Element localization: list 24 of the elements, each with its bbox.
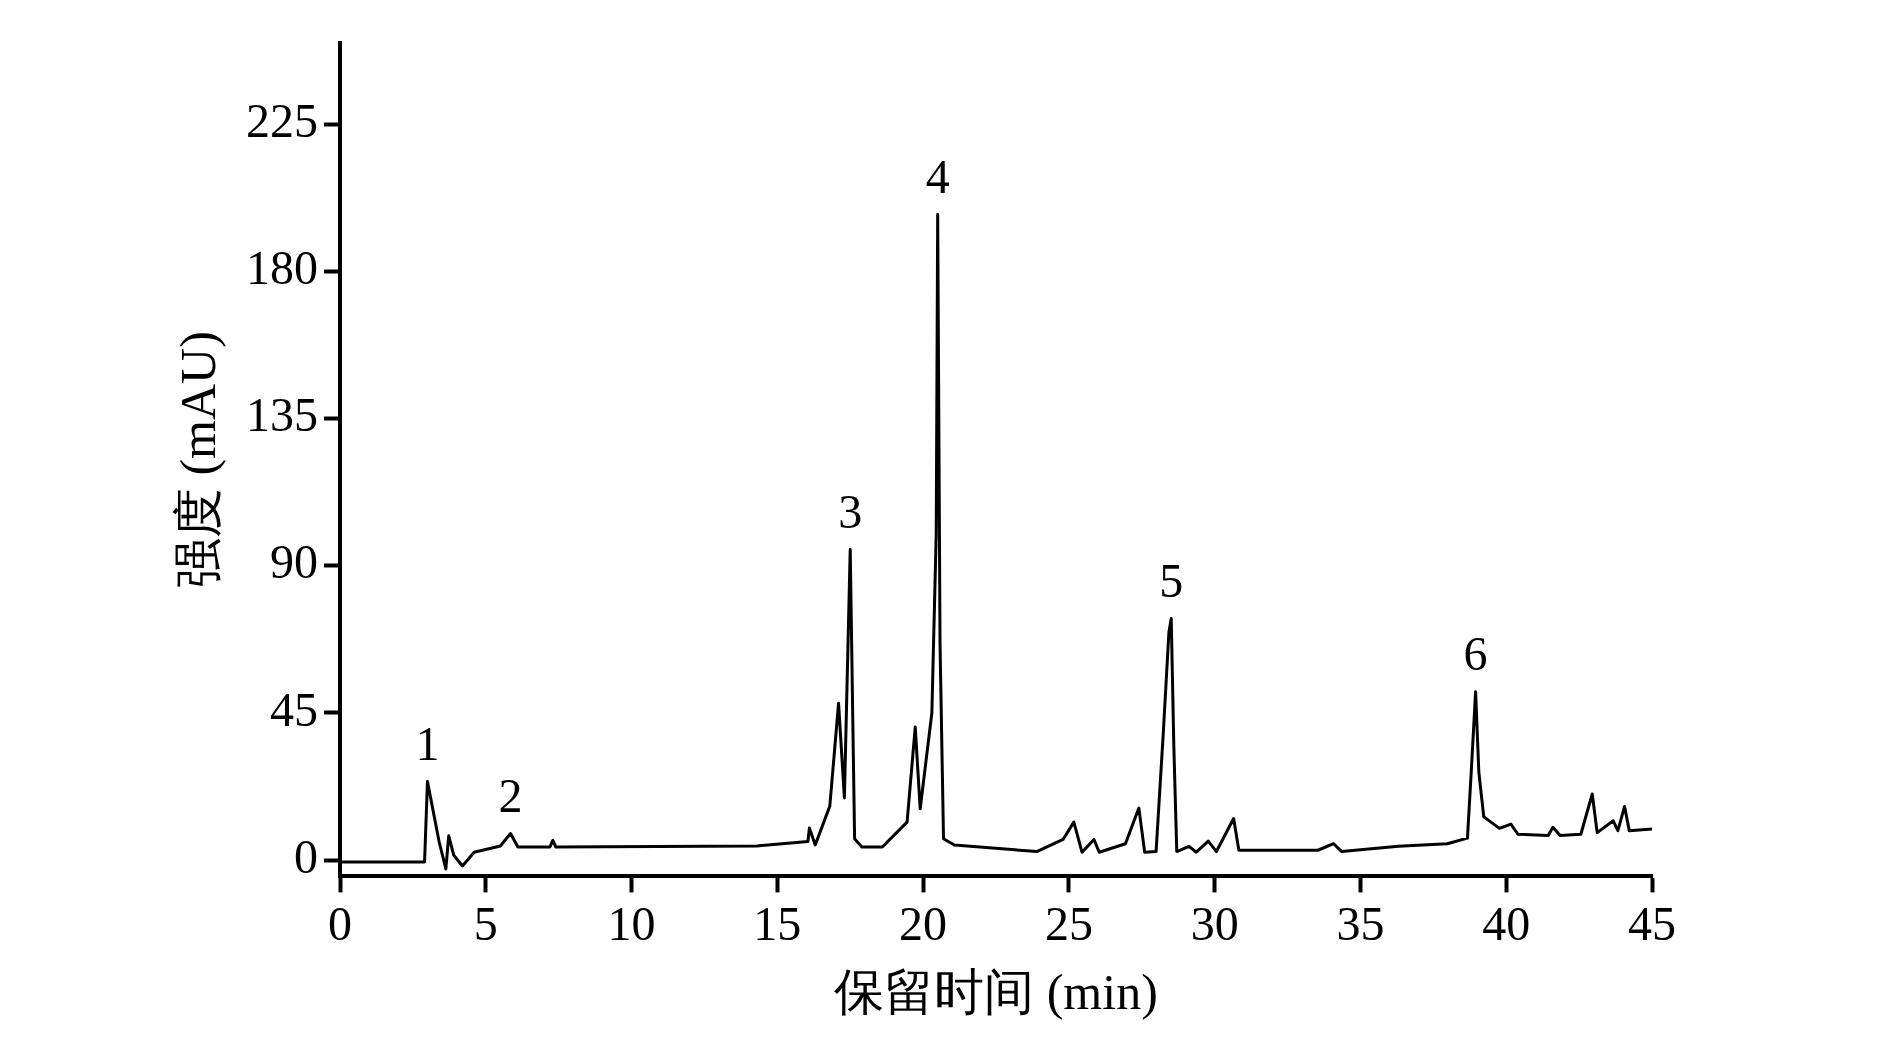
annotation: 5 bbox=[1159, 554, 1184, 608]
x-tick-label: 45 bbox=[1628, 896, 1676, 950]
x-tick-label: 15 bbox=[753, 896, 802, 950]
annotation: 3 bbox=[838, 485, 863, 539]
annotation: 1 bbox=[415, 717, 440, 771]
x-tick-label: 0 bbox=[328, 896, 352, 950]
y-tick-label: 45 bbox=[270, 682, 318, 736]
x-tick-label: 20 bbox=[899, 896, 948, 950]
x-tick-label: 35 bbox=[1336, 896, 1385, 950]
y-tick-label: 225 bbox=[246, 94, 318, 148]
y-tick-label: 0 bbox=[294, 829, 318, 883]
x-tick-label: 5 bbox=[473, 896, 498, 950]
x-tick-label: 30 bbox=[1190, 896, 1239, 950]
x-axis-title: 保留时间 (min) bbox=[834, 964, 1158, 1021]
y-tick-label: 90 bbox=[270, 535, 318, 589]
y-tick-label: 180 bbox=[246, 241, 318, 295]
x-tick-label: 10 bbox=[607, 896, 656, 950]
annotation: 4 bbox=[925, 150, 950, 204]
y-axis-title: 强度 (mAU) bbox=[170, 331, 227, 589]
y-tick-label: 135 bbox=[246, 388, 318, 442]
x-tick-label: 25 bbox=[1044, 896, 1093, 950]
annotation: 6 bbox=[1463, 627, 1488, 681]
annotation: 2 bbox=[498, 769, 523, 823]
x-tick-label: 40 bbox=[1482, 896, 1531, 950]
